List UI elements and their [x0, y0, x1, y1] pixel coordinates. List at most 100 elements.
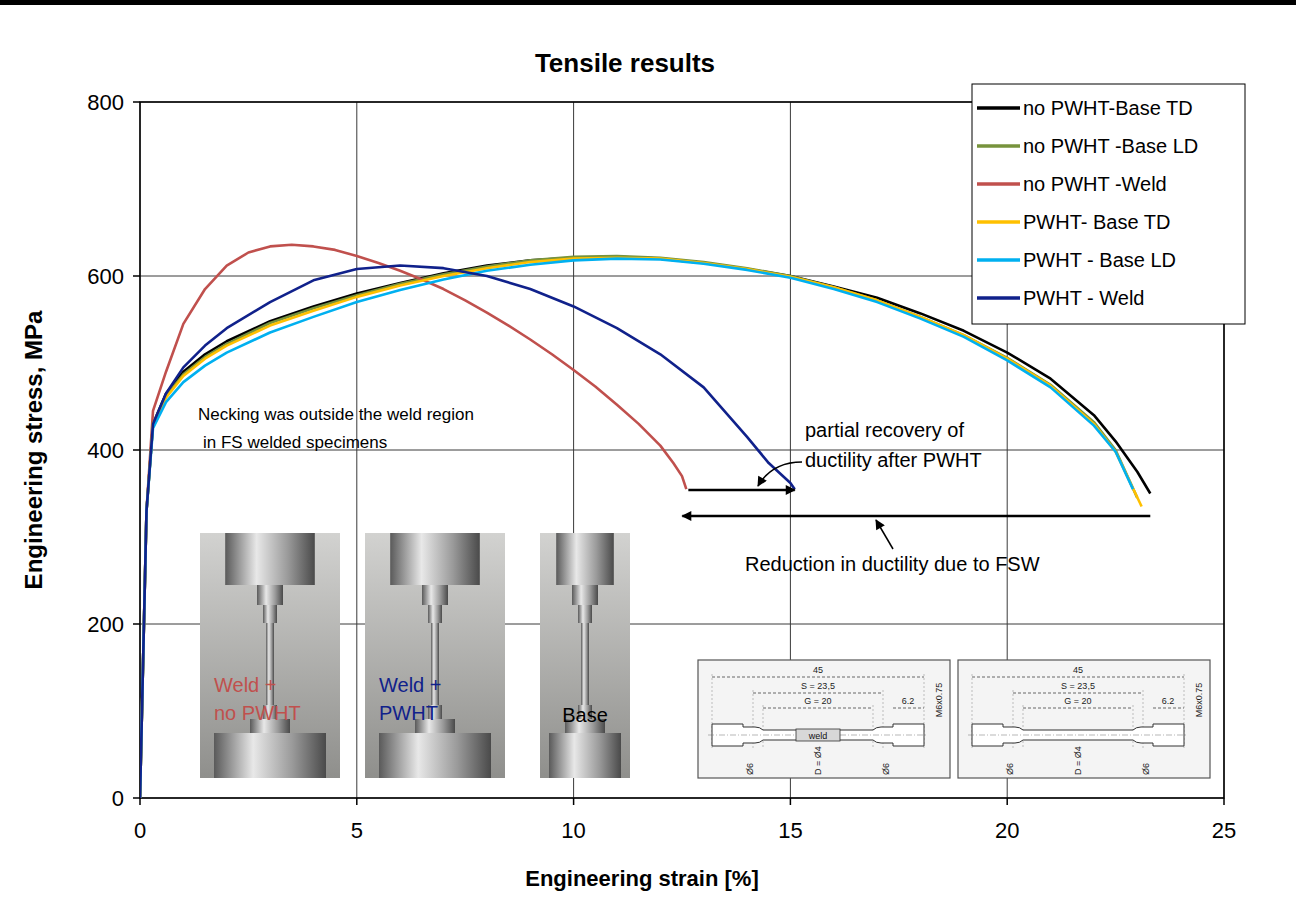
drawing-frame [958, 660, 1210, 778]
photo-grip-bottom [214, 733, 326, 778]
chart: Tensile results05101520250200400600800En… [0, 0, 1296, 904]
x-tick [573, 798, 575, 805]
drawing-label: G = 20 [804, 696, 831, 706]
centerline [968, 735, 1188, 736]
legend-label: no PWHT-Base TD [1023, 97, 1193, 119]
annotation: Necking was outside the weld region [198, 405, 474, 424]
drawing-label: Ø6 [881, 763, 891, 775]
dimension-line [972, 677, 1184, 678]
photo-shoulder-top [578, 605, 592, 623]
x-tick [1223, 798, 1225, 805]
extension-line [1133, 705, 1134, 748]
top-bar [0, 0, 1296, 5]
photo-background [200, 533, 340, 778]
x-tick [139, 798, 141, 805]
photo: Weld + no PWHT [200, 533, 340, 778]
recovery-arrow [688, 489, 794, 492]
extension-line [1023, 705, 1024, 748]
x-tick-label: 10 [561, 818, 585, 843]
dimension-line [893, 708, 924, 709]
photo-shoulder-top [428, 605, 442, 623]
drawing-label: D = Ø4 [813, 746, 823, 775]
x-tick [356, 798, 358, 805]
reduction-arrow [682, 515, 1150, 518]
weld-zone [796, 729, 840, 741]
y-tick-label: 400 [87, 438, 124, 463]
photo-label: Weld + [214, 674, 276, 696]
legend-swatch [977, 144, 1020, 148]
dimension-line [712, 677, 924, 678]
photo-label: no PWHT [214, 702, 301, 724]
series-line [140, 245, 686, 798]
extension-line [763, 705, 764, 748]
specimen-drawing: 45 S = 23,5 G = 20 6.2 M6x0.75 weld Ø6 D = Ø4 Ø6 [698, 660, 950, 778]
y-tick-label: 200 [87, 612, 124, 637]
photo-collar-top [572, 585, 598, 605]
photo-grip-bottom [379, 733, 491, 778]
drawing-label: G = 20 [1064, 696, 1091, 706]
series-line [140, 266, 795, 798]
photo: Base [540, 533, 630, 778]
title: Tensile results [535, 48, 715, 78]
y-tick [133, 623, 140, 625]
x-tick-label: 20 [995, 818, 1019, 843]
legend-box [972, 84, 1245, 324]
photo-grip-bottom [549, 733, 621, 778]
y-tick [133, 449, 140, 451]
drawing-label: D = Ø4 [1073, 746, 1083, 775]
legend-swatch [977, 220, 1020, 224]
photo-specimen [581, 623, 589, 705]
y-tick [133, 101, 140, 103]
background [0, 0, 1296, 904]
legend: no PWHT-Base TD no PWHT -Base LD no PWHT -… [972, 84, 1245, 324]
legend-swatch [977, 182, 1020, 186]
photo-label: Weld + [379, 674, 441, 696]
legend-label: PWHT - Weld [1023, 287, 1145, 309]
specimen-drawing: 45S = 23,5G = 206.2M6x0.75Ø6D = Ø4Ø6 [958, 660, 1210, 778]
drawing-label: 45 [813, 665, 823, 675]
x-tick [790, 798, 792, 805]
photo-grip-top [556, 533, 614, 585]
photo-label: PWHT [379, 702, 438, 724]
y-tick [133, 797, 140, 799]
dimension-line [1023, 708, 1133, 709]
annotation: Reduction in ductility due to FSW [745, 553, 1040, 575]
drawing-label: 45 [1073, 665, 1083, 675]
drawing-frame [698, 660, 950, 778]
weld-label: weld [808, 731, 828, 741]
recovery-leader [758, 462, 802, 486]
legend-label: no PWHT -Weld [1023, 173, 1167, 195]
legend-label: no PWHT -Base LD [1023, 135, 1198, 157]
y-axis-title: Engineering stress, MPa [20, 310, 47, 589]
photo-grip-top [225, 533, 315, 585]
drawing-label: Ø6 [1141, 763, 1151, 775]
y-tick-label: 800 [87, 90, 124, 115]
x-tick-label: 0 [134, 818, 146, 843]
drawing-label: M6x0.75 [934, 683, 944, 718]
photo-shoulder-top [263, 605, 277, 623]
annotation: ductility after PWHT [805, 449, 982, 471]
photo-collar-top [257, 585, 283, 605]
photo-label: Base [562, 704, 608, 726]
drawing-label: M6x0.75 [1194, 683, 1204, 718]
x-tick-label: 25 [1212, 818, 1236, 843]
annotation: in FS welded specimens [203, 433, 387, 452]
x-axis-title: Engineering strain [%] [525, 866, 758, 891]
extension-line [873, 705, 874, 748]
dimension-line [763, 708, 873, 709]
drawing-label: Ø6 [745, 763, 755, 775]
annotation: partial recovery of [805, 419, 964, 441]
legend-swatch [977, 106, 1020, 110]
drawing-label: 6.2 [902, 696, 915, 706]
y-tick [133, 275, 140, 277]
drawing-label: S = 23,5 [1061, 681, 1095, 691]
drawing-label: S = 23,5 [801, 681, 835, 691]
photo: Weld + PWHT [365, 533, 505, 778]
dimension-line [1153, 708, 1184, 709]
y-tick-label: 600 [87, 264, 124, 289]
legend-label: PWHT- Base TD [1023, 211, 1170, 233]
reduction-leader [876, 520, 893, 549]
x-tick-label: 5 [351, 818, 363, 843]
dimension-line [1013, 693, 1143, 694]
dimension-line [753, 693, 883, 694]
